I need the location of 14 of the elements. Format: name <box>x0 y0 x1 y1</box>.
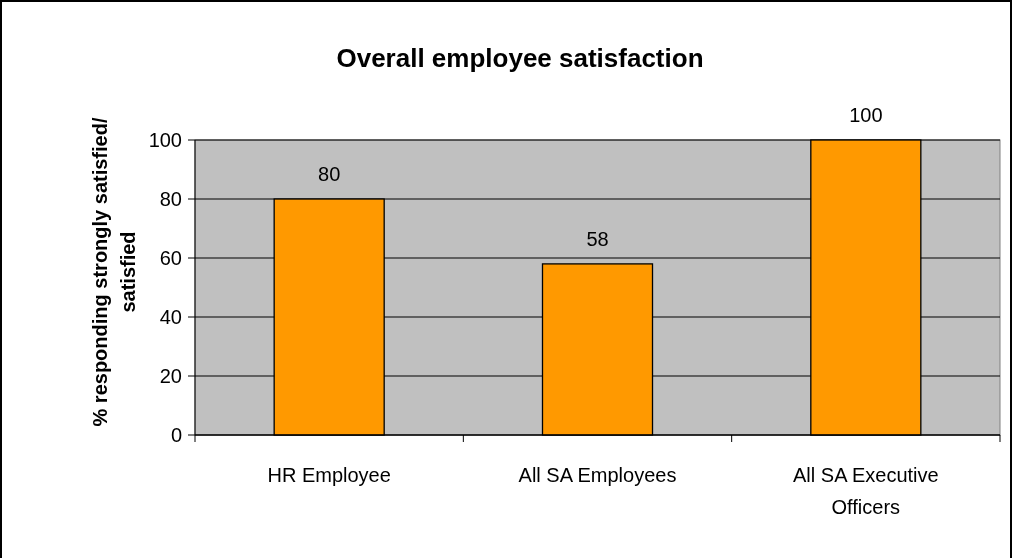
y-tick-label: 100 <box>148 129 182 151</box>
x-tick-label: All SA Executive Officers <box>793 464 939 518</box>
x-tick-label: HR Employee <box>267 464 391 486</box>
data-label: 80 <box>318 163 341 185</box>
data-label: 58 <box>586 227 609 250</box>
y-tick-label: 40 <box>159 306 182 328</box>
y-tick-label: 60 <box>159 247 182 269</box>
data-label: 100 <box>849 104 883 126</box>
y-tick-label: 20 <box>159 365 182 387</box>
chart-title: Overall employee satisfaction <box>336 43 704 73</box>
y-axis-title: % responding strongly satisfied/ satisfied <box>89 117 139 427</box>
y-tick-label: 80 <box>159 188 182 210</box>
x-tick-label: All SA Employees <box>518 464 677 486</box>
y-tick-label: 0 <box>170 424 182 446</box>
